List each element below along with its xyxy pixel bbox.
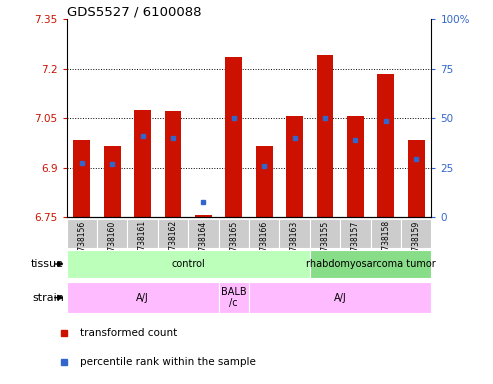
Text: strain: strain xyxy=(32,293,64,303)
Bar xyxy=(371,219,401,248)
Bar xyxy=(188,219,218,248)
Bar xyxy=(67,219,97,248)
Text: rhabdomyosarcoma tumor: rhabdomyosarcoma tumor xyxy=(306,259,435,269)
Text: GSM738160: GSM738160 xyxy=(107,220,117,266)
Bar xyxy=(280,219,310,248)
Text: percentile rank within the sample: percentile rank within the sample xyxy=(80,357,256,367)
Bar xyxy=(104,146,120,217)
Bar xyxy=(249,219,280,248)
Text: GDS5527 / 6100088: GDS5527 / 6100088 xyxy=(67,5,201,18)
Text: transformed count: transformed count xyxy=(80,328,177,338)
Bar xyxy=(127,219,158,248)
Bar xyxy=(67,282,218,313)
Text: GSM738164: GSM738164 xyxy=(199,220,208,266)
Bar xyxy=(225,57,242,217)
Bar xyxy=(97,219,127,248)
Text: GSM738166: GSM738166 xyxy=(260,220,269,266)
Text: A/J: A/J xyxy=(136,293,149,303)
Bar xyxy=(67,250,310,278)
Bar xyxy=(310,219,340,248)
Text: GSM738155: GSM738155 xyxy=(320,220,329,266)
Text: GSM738159: GSM738159 xyxy=(412,220,421,266)
Text: tissue: tissue xyxy=(31,259,64,269)
Bar xyxy=(249,282,431,313)
Bar xyxy=(218,219,249,248)
Bar xyxy=(340,219,371,248)
Bar xyxy=(310,250,431,278)
Bar xyxy=(165,111,181,217)
Text: GSM738158: GSM738158 xyxy=(381,220,390,266)
Bar xyxy=(218,282,249,313)
Bar xyxy=(317,55,333,217)
Bar xyxy=(401,219,431,248)
Bar xyxy=(158,219,188,248)
Bar xyxy=(378,74,394,217)
Text: GSM738165: GSM738165 xyxy=(229,220,238,266)
Text: BALB
/c: BALB /c xyxy=(221,287,246,308)
Bar xyxy=(256,146,273,217)
Text: GSM738163: GSM738163 xyxy=(290,220,299,266)
Bar xyxy=(195,215,211,217)
Text: A/J: A/J xyxy=(334,293,347,303)
Bar xyxy=(134,110,151,217)
Text: GSM738156: GSM738156 xyxy=(77,220,86,266)
Text: GSM738161: GSM738161 xyxy=(138,220,147,266)
Bar xyxy=(408,139,424,217)
Bar xyxy=(347,116,364,217)
Text: control: control xyxy=(171,259,205,269)
Text: GSM738162: GSM738162 xyxy=(169,220,177,266)
Bar xyxy=(73,139,90,217)
Text: GSM738157: GSM738157 xyxy=(351,220,360,266)
Bar xyxy=(286,116,303,217)
